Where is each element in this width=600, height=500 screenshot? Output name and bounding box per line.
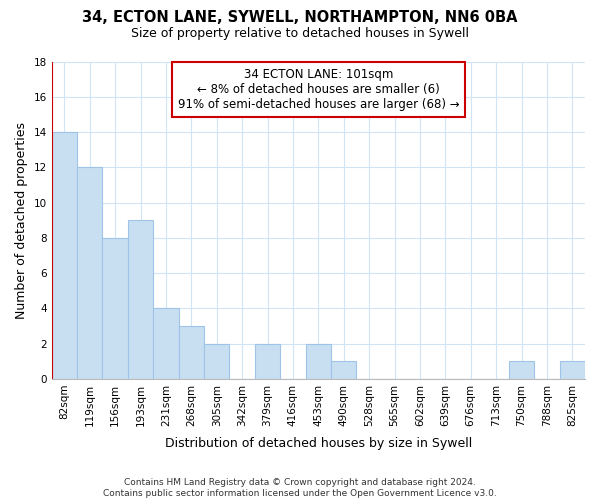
Bar <box>77 168 103 379</box>
Bar <box>509 362 534 379</box>
Bar <box>179 326 204 379</box>
Text: Size of property relative to detached houses in Sywell: Size of property relative to detached ho… <box>131 28 469 40</box>
Y-axis label: Number of detached properties: Number of detached properties <box>15 122 28 318</box>
Text: Contains HM Land Registry data © Crown copyright and database right 2024.
Contai: Contains HM Land Registry data © Crown c… <box>103 478 497 498</box>
Bar <box>255 344 280 379</box>
Text: 34 ECTON LANE: 101sqm
← 8% of detached houses are smaller (6)
91% of semi-detach: 34 ECTON LANE: 101sqm ← 8% of detached h… <box>178 68 459 111</box>
Bar <box>128 220 153 379</box>
Bar <box>153 308 179 379</box>
Bar <box>305 344 331 379</box>
Bar <box>52 132 77 379</box>
Bar <box>560 362 585 379</box>
Text: 34, ECTON LANE, SYWELL, NORTHAMPTON, NN6 0BA: 34, ECTON LANE, SYWELL, NORTHAMPTON, NN6… <box>82 10 518 25</box>
X-axis label: Distribution of detached houses by size in Sywell: Distribution of detached houses by size … <box>165 437 472 450</box>
Bar <box>204 344 229 379</box>
Bar <box>331 362 356 379</box>
Bar <box>103 238 128 379</box>
